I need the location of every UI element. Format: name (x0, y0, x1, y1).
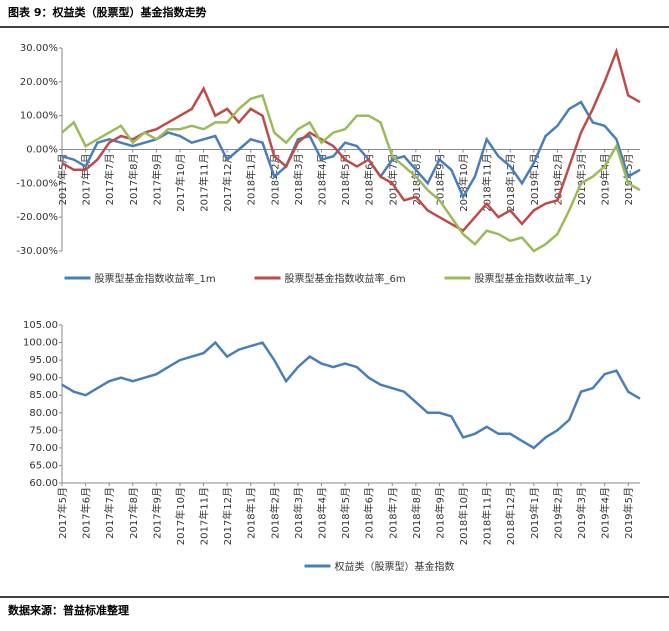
y-tick-label: -20.00% (16, 212, 58, 223)
x-tick-label: 2018年11月 (481, 487, 494, 545)
x-tick-label: 2017年6月 (80, 487, 93, 539)
line (61, 93, 641, 253)
y-tick-label: 0.00% (26, 145, 58, 156)
x-tick-label: 2018年3月 (292, 487, 305, 539)
x-tick-label: 2017年10月 (174, 487, 187, 545)
source: 数据来源：普益标准整理 (8, 603, 129, 617)
x-tick-label: 2017年8月 (127, 487, 140, 539)
x-tick-label: 2019年2月 (551, 487, 564, 539)
x-tick-label: 2017年12月 (221, 487, 234, 545)
y-tick-label: 20.00% (20, 77, 58, 88)
x-tick-label: 2017年11月 (198, 487, 211, 545)
legend-label: 股票型基金指数收益率_1m (95, 272, 216, 285)
x-tick-label: 2019年5月 (622, 487, 635, 539)
x-tick-label: 2018年1月 (245, 487, 258, 539)
legend-label: 股票型基金指数收益率_6m (285, 272, 406, 285)
x-tick-label: 2017年9月 (150, 154, 163, 206)
x-tick-label: 2017年10月 (174, 154, 187, 212)
x-tick-label: 2018年1月 (245, 154, 258, 206)
x-tick-label: 2017年5月 (56, 487, 69, 539)
x-tick-label: 2018年8月 (410, 487, 423, 539)
x-tick-label: 2019年1月 (528, 487, 541, 539)
line (61, 47, 641, 233)
y-tick-label: 85.00 (29, 390, 58, 401)
x-tick-label: 2018年10月 (457, 487, 470, 545)
x-tick-label: 2018年7月 (386, 154, 399, 206)
x-tick-label: 2018年4月 (316, 487, 329, 539)
x-tick-label: 2017年6月 (80, 154, 93, 206)
y-tick-label: 75.00 (29, 425, 58, 436)
y-tick-label: -30.00% (16, 246, 58, 257)
x-tick-label: 2018年10月 (457, 154, 470, 212)
x-tick-label: 2018年12月 (504, 487, 517, 545)
y-tick-label: 65.00 (29, 460, 58, 471)
x-tick-label: 2017年5月 (56, 154, 69, 206)
legend-label: 权益类（股票型）基金指数 (335, 560, 455, 573)
y-tick-label: 100.00 (23, 338, 58, 349)
x-tick-label: 2017年8月 (127, 154, 140, 206)
x-tick-label: 2018年5月 (339, 487, 352, 539)
y-tick-label: 60.00 (29, 478, 58, 489)
x-tick-label: 2018年12月 (504, 154, 517, 212)
x-tick-label: 2018年11月 (481, 154, 494, 212)
x-tick-label: 2019年4月 (599, 154, 612, 206)
y-tick-label: -10.00% (16, 178, 58, 189)
y-tick-label: 80.00 (29, 408, 58, 419)
x-tick-label: 2017年9月 (150, 487, 163, 539)
x-tick-label: 2018年4月 (316, 154, 329, 206)
x-tick-label: 2017年7月 (103, 487, 116, 539)
line (61, 340, 641, 450)
x-tick-label: 2017年7月 (103, 154, 116, 206)
legend-label: 股票型基金指数收益率_1y (475, 272, 592, 285)
x-tick-label: 2018年5月 (339, 154, 352, 206)
x-tick-label: 2019年3月 (575, 487, 588, 539)
x-tick-label: 2019年4月 (599, 487, 612, 539)
y-tick-label: 95.00 (29, 355, 58, 366)
title: 图表 9：权益类（股票型）基金指数走势 (8, 5, 206, 19)
y-tick-label: 70.00 (29, 443, 58, 454)
x-tick-label: 2018年6月 (363, 487, 376, 539)
y-tick-label: 30.00% (20, 43, 58, 54)
x-tick-label: 2017年11月 (198, 154, 211, 212)
x-tick-label: 2018年2月 (268, 487, 281, 539)
x-tick-label: 2017年12月 (221, 154, 234, 212)
y-tick-label: 90.00 (29, 373, 58, 384)
y-tick-label: 10.00% (20, 111, 58, 122)
x-tick-label: 2018年9月 (433, 487, 446, 539)
y-tick-label: 105.00 (23, 320, 58, 331)
x-tick-label: 2018年7月 (386, 487, 399, 539)
x-tick-label: 2018年3月 (292, 154, 305, 206)
